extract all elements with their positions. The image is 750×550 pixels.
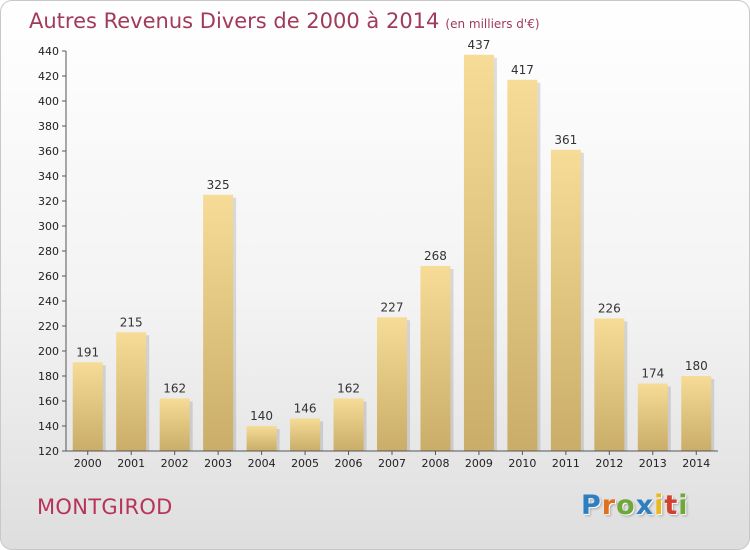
x-tick-label: 2013 (639, 457, 667, 470)
bar-2004 (246, 426, 277, 451)
y-tick-label: 360 (38, 145, 59, 158)
logo-letter: P (581, 490, 602, 521)
x-tick-label: 2002 (161, 457, 189, 470)
x-tick-label: 2003 (204, 457, 232, 470)
data-label-2001: 215 (120, 315, 143, 329)
y-tick-label: 140 (38, 420, 59, 433)
bar-2007 (377, 317, 407, 451)
y-tick-label: 220 (38, 320, 59, 333)
data-label-2003: 325 (207, 178, 230, 192)
labels-layer: 120 140 160 180 200 220 240 260 280 300 320 340 360 3… (38, 38, 710, 470)
x-tick-label: 2008 (421, 457, 449, 470)
x-tick-label: 2007 (378, 457, 406, 470)
x-tick-label: 2012 (595, 457, 623, 470)
chart-title-text: Autres Revenus Divers de 2000 à 2014 (29, 9, 440, 33)
data-label-2006: 162 (337, 382, 360, 396)
y-tick-label: 240 (38, 295, 59, 308)
proxiti-logo[interactable]: Proxiti (581, 490, 689, 521)
x-tick-label: 2010 (508, 457, 536, 470)
data-label-2002: 162 (163, 382, 186, 396)
data-label-2004: 140 (250, 409, 273, 423)
bar-2006 (333, 398, 364, 451)
y-tick-label: 180 (38, 370, 59, 383)
data-label-2012: 226 (598, 302, 621, 316)
bar-2002 (159, 398, 190, 451)
bar-2010 (507, 79, 538, 451)
axes-layer (62, 50, 718, 455)
bar-2014 (681, 376, 712, 451)
data-label-2014: 180 (685, 359, 708, 373)
x-tick-label: 2000 (74, 457, 102, 470)
bar-2001 (116, 332, 147, 451)
y-tick-label: 160 (38, 395, 59, 408)
data-label-2008: 268 (424, 249, 447, 263)
bar-2012 (594, 318, 625, 451)
bars-layer (72, 54, 715, 451)
logo-letter: r (601, 490, 617, 521)
data-label-2011: 361 (554, 133, 577, 147)
bar-2000 (72, 362, 103, 451)
logo-letter: i (654, 490, 665, 521)
bar-2009 (463, 54, 494, 451)
data-label-2000: 191 (76, 345, 99, 359)
y-tick-label: 400 (38, 95, 59, 108)
bar-2003 (203, 194, 234, 451)
y-tick-label: 340 (38, 170, 59, 183)
y-tick-label: 280 (38, 245, 59, 258)
x-tick-label: 2011 (552, 457, 580, 470)
y-tick-label: 440 (38, 45, 59, 58)
data-label-2013: 174 (641, 367, 664, 381)
x-tick-label: 2005 (291, 457, 319, 470)
bar-2013 (637, 383, 668, 451)
bar-2011 (550, 149, 581, 451)
logo-letter: o (616, 490, 636, 521)
bar-2008 (420, 266, 451, 451)
y-tick-label: 420 (38, 70, 59, 83)
bar-2005 (290, 418, 321, 451)
commune-name: MONTGIROD (37, 495, 173, 519)
data-label-2010: 417 (511, 63, 534, 77)
y-tick-label: 300 (38, 220, 59, 233)
x-tick-label: 2006 (335, 457, 363, 470)
logo-letter: t (664, 490, 679, 521)
x-tick-label: 2004 (248, 457, 276, 470)
data-label-2009: 437 (467, 38, 490, 52)
logo-letter: x (635, 490, 655, 521)
x-tick-label: 2001 (117, 457, 145, 470)
y-tick-label: 380 (38, 120, 59, 133)
x-tick-label: 2014 (682, 457, 710, 470)
chart-title: Autres Revenus Divers de 2000 à 2014 (en … (29, 9, 540, 33)
data-label-2007: 227 (381, 300, 404, 314)
data-label-2005: 146 (294, 402, 317, 416)
logo-letter: i (678, 490, 689, 521)
y-tick-label: 120 (38, 445, 59, 458)
chart-subtitle: (en milliers d'€) (445, 17, 540, 31)
x-tick-label: 2009 (465, 457, 493, 470)
y-tick-label: 260 (38, 270, 59, 283)
y-tick-label: 320 (38, 195, 59, 208)
y-tick-label: 200 (38, 345, 59, 358)
